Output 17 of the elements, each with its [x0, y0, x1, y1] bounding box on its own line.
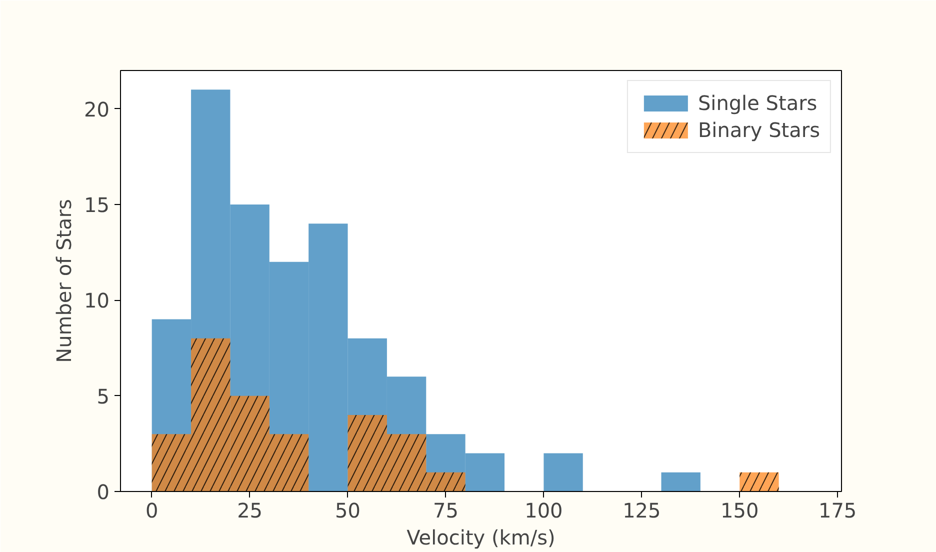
y-tick-label: 15	[84, 192, 110, 217]
y-tick-label: 5	[96, 384, 110, 408]
x-tick-label: 125	[622, 498, 661, 522]
x-tick-label: 175	[818, 498, 857, 522]
legend-label: Binary Stars	[698, 118, 820, 142]
x-tick-label: 100	[524, 498, 563, 522]
x-tick-label: 0	[145, 498, 158, 522]
x-tick-label: 75	[433, 498, 458, 522]
legend-label: Single Stars	[698, 91, 818, 115]
y-tick-label: 20	[84, 97, 110, 122]
x-tick-label: 50	[335, 498, 360, 522]
y-tick-label: 10	[84, 288, 110, 313]
y-axis-title: Number of Stars	[52, 199, 76, 363]
y-tick-label: 0	[96, 480, 110, 504]
x-tick-label: 25	[237, 498, 263, 522]
x-axis-title: Velocity (km/s)	[406, 526, 556, 550]
x-tick-label: 150	[720, 498, 759, 522]
